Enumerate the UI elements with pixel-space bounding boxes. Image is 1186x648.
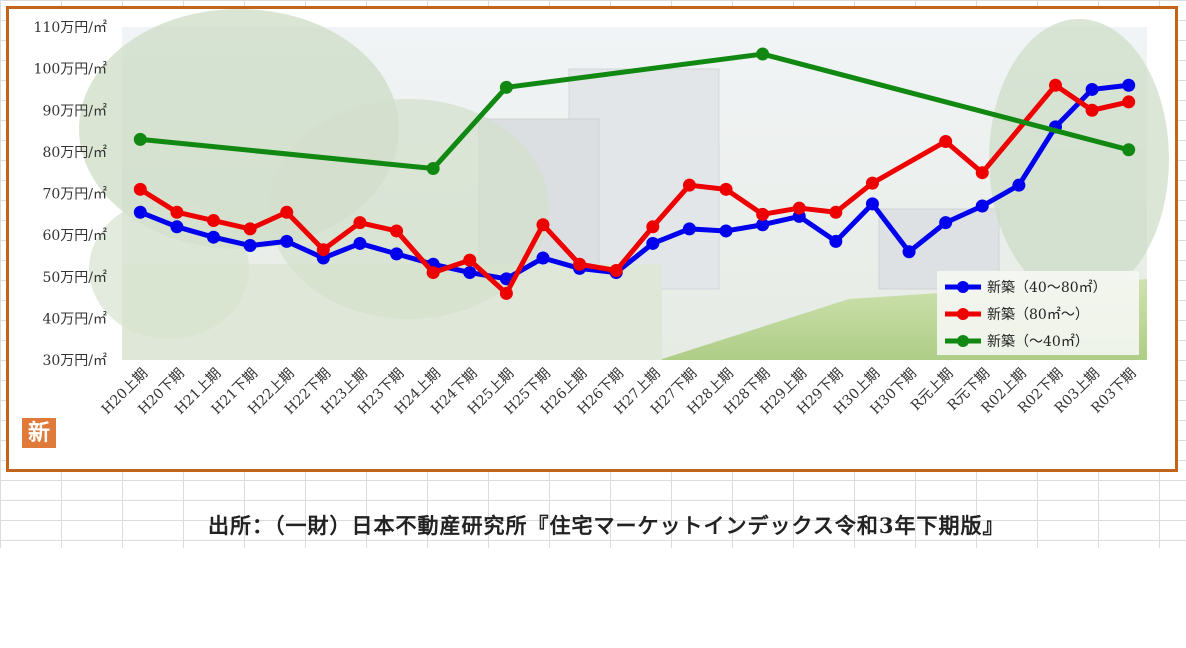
data-point bbox=[609, 264, 623, 278]
data-point bbox=[902, 245, 916, 259]
data-point bbox=[133, 132, 147, 146]
data-point bbox=[280, 234, 294, 248]
y-tick-label: 50万円/㎡ bbox=[42, 270, 107, 286]
data-point bbox=[133, 182, 147, 196]
data-point bbox=[682, 178, 696, 192]
data-point bbox=[719, 224, 733, 238]
data-point bbox=[939, 134, 953, 148]
x-axis-labels: H20上期H20下期H21上期H21下期H22上期H22下期H23上期H23下期… bbox=[99, 366, 1140, 418]
data-point bbox=[463, 253, 477, 267]
data-point bbox=[756, 47, 770, 61]
data-point bbox=[646, 220, 660, 234]
legend-swatch-marker bbox=[957, 281, 969, 293]
data-point bbox=[975, 199, 989, 213]
y-axis-labels: 30万円/㎡ 40万円/㎡ 50万円/㎡ 60万円/㎡ 70万円/㎡ 80万円/㎡ 90万円… bbox=[34, 20, 107, 369]
y-tick-label: 70万円/㎡ bbox=[42, 187, 107, 203]
source-note: 出所：（一財）日本不動産研究所『住宅マーケットインデックス令和3年下期版』 bbox=[208, 513, 1005, 538]
data-point bbox=[865, 176, 879, 190]
data-point bbox=[1085, 82, 1099, 96]
data-point bbox=[463, 266, 477, 280]
data-point bbox=[353, 236, 367, 250]
chart-frame: 30万円/㎡ 40万円/㎡ 50万円/㎡ 60万円/㎡ 70万円/㎡ 80万円/㎡ 90万円… bbox=[6, 6, 1178, 472]
data-point bbox=[133, 205, 147, 219]
data-point bbox=[426, 162, 440, 176]
series-line bbox=[138, 82, 1130, 296]
data-point bbox=[792, 201, 806, 215]
series-line bbox=[139, 82, 1129, 282]
y-tick-label: 30万円/㎡ bbox=[42, 353, 107, 369]
data-point bbox=[682, 222, 696, 236]
data-point bbox=[353, 216, 367, 230]
data-point bbox=[207, 230, 221, 244]
y-tick-label: 80万円/㎡ bbox=[42, 145, 107, 161]
data-point bbox=[536, 251, 550, 265]
data-point bbox=[499, 80, 513, 94]
legend-swatch-marker bbox=[957, 335, 969, 347]
y-tick-label: 60万円/㎡ bbox=[42, 228, 107, 244]
series-group bbox=[133, 47, 1136, 176]
y-tick-label: 110万円/㎡ bbox=[34, 20, 107, 36]
data-point bbox=[170, 220, 184, 234]
data-point bbox=[1122, 95, 1136, 109]
y-tick-label: 100万円/㎡ bbox=[34, 62, 107, 78]
legend-label: 新築（40～80㎡） bbox=[987, 280, 1107, 296]
data-point bbox=[243, 239, 257, 253]
series-layer bbox=[133, 47, 1136, 300]
data-point bbox=[499, 286, 513, 300]
data-point bbox=[573, 257, 587, 271]
data-point bbox=[243, 222, 257, 236]
data-point bbox=[1122, 78, 1136, 92]
data-point bbox=[316, 243, 330, 257]
line-chart: 30万円/㎡ 40万円/㎡ 50万円/㎡ 60万円/㎡ 70万円/㎡ 80万円/㎡ 90万円… bbox=[34, 9, 1169, 418]
data-point bbox=[939, 216, 953, 230]
data-point bbox=[390, 247, 404, 261]
legend-label: 新築（～40㎡） bbox=[987, 334, 1089, 350]
data-point bbox=[975, 166, 989, 180]
data-point bbox=[865, 197, 879, 211]
data-point bbox=[756, 207, 770, 221]
legend-label: 新築（80㎡～） bbox=[987, 307, 1089, 323]
data-point bbox=[426, 266, 440, 280]
data-point bbox=[1012, 178, 1026, 192]
legend-swatch-marker bbox=[957, 308, 969, 320]
data-point bbox=[1085, 103, 1099, 117]
data-point bbox=[756, 218, 770, 232]
data-point bbox=[170, 205, 184, 219]
y-tick-label: 40万円/㎡ bbox=[42, 311, 107, 327]
data-point bbox=[280, 205, 294, 219]
new-badge: 新 bbox=[22, 418, 56, 448]
data-point bbox=[1122, 143, 1136, 157]
data-point bbox=[207, 214, 221, 228]
series-group bbox=[133, 78, 1136, 300]
data-point bbox=[646, 236, 660, 250]
data-point bbox=[1048, 78, 1062, 92]
background-photo bbox=[79, 9, 1169, 360]
data-point bbox=[829, 205, 843, 219]
legend: 新築（40～80㎡） 新築（80㎡～） 新築（～40㎡） bbox=[937, 271, 1139, 355]
data-point bbox=[719, 182, 733, 196]
data-point bbox=[536, 218, 550, 232]
data-point bbox=[829, 234, 843, 248]
y-tick-label: 90万円/㎡ bbox=[42, 103, 107, 119]
data-point bbox=[390, 224, 404, 238]
